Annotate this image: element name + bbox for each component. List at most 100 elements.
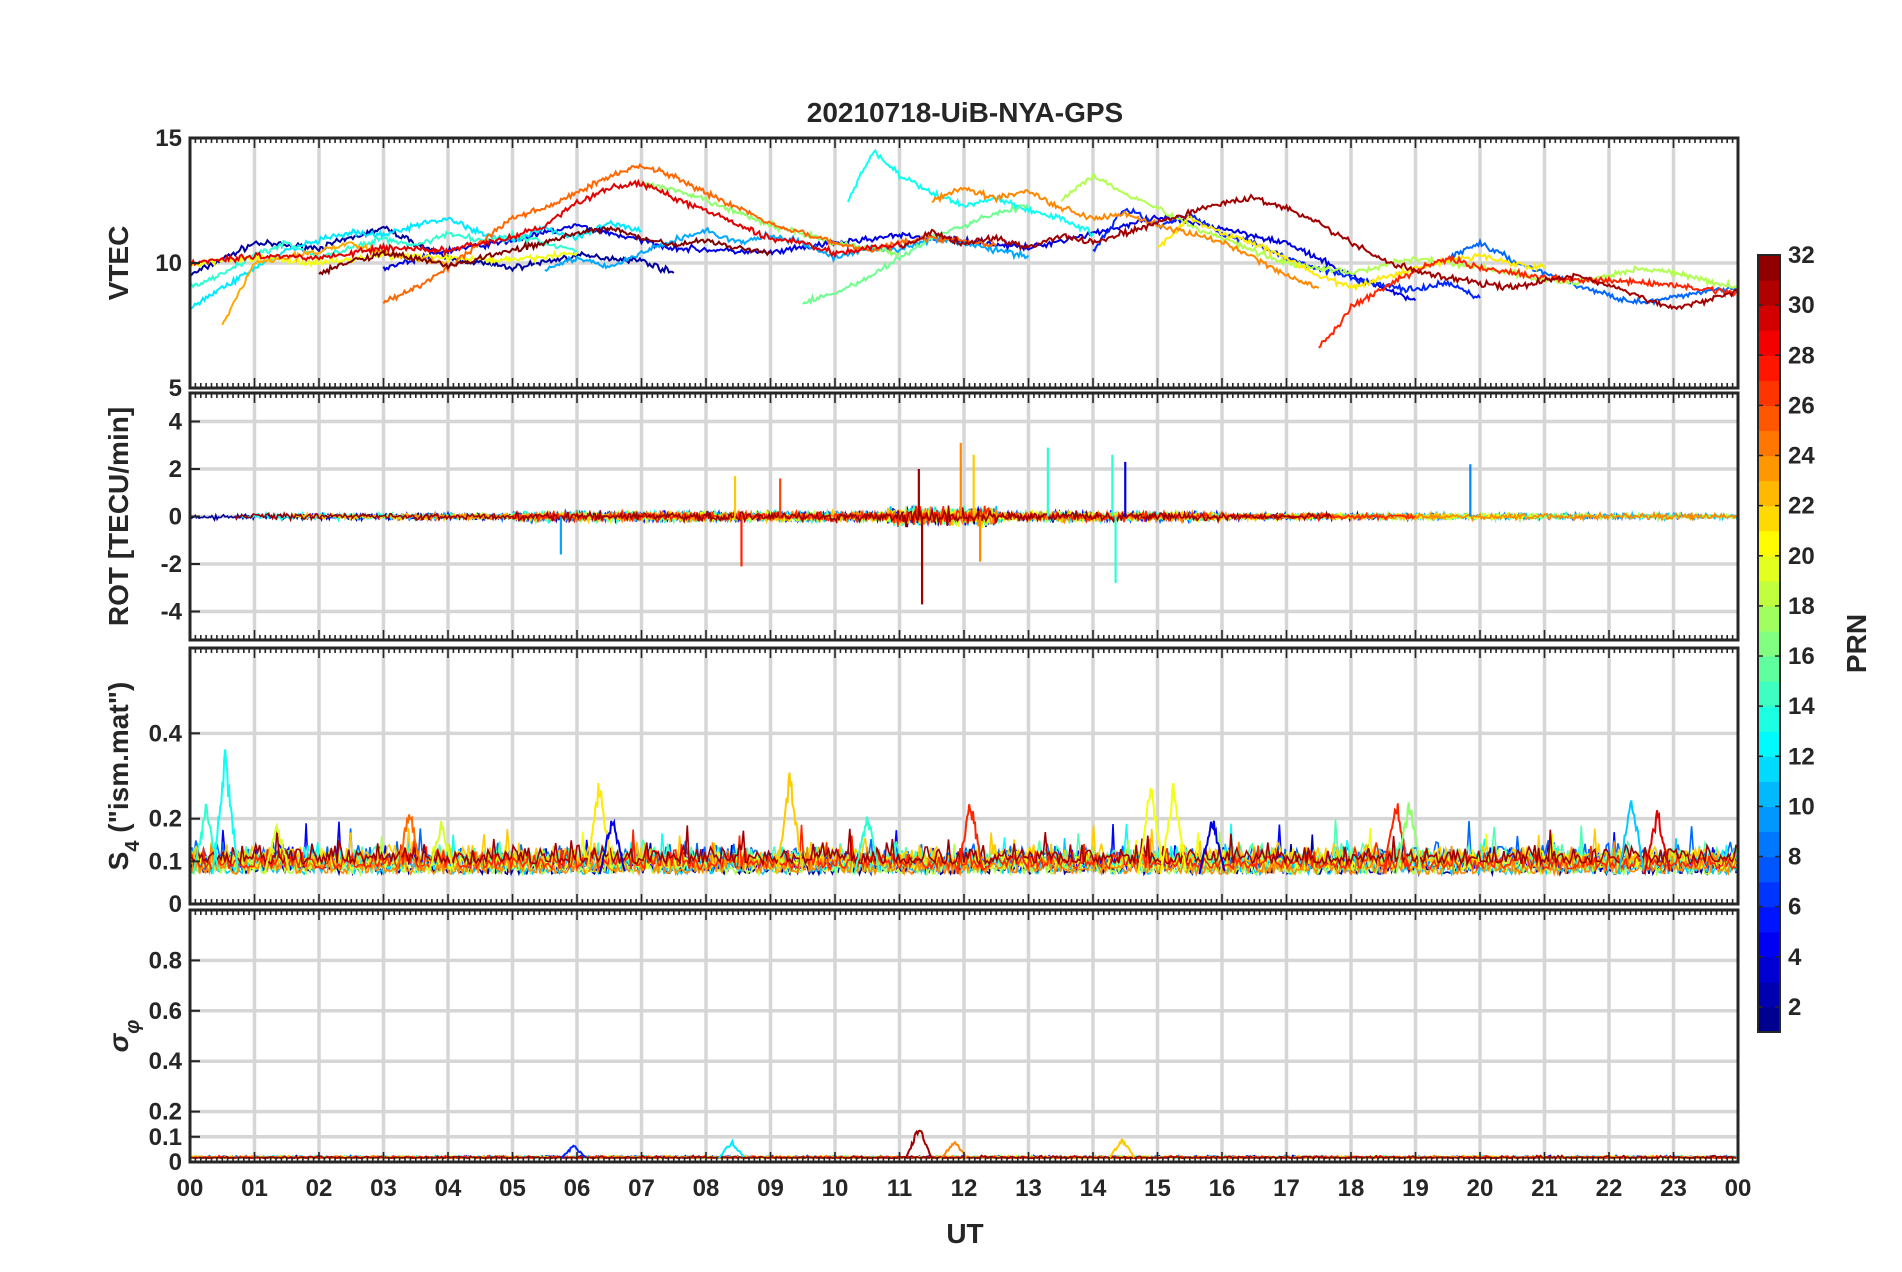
x-tick-label: 19 [1402,1175,1429,1202]
colorbar-frame [1757,254,1781,1033]
s4-peak-5 [427,820,455,875]
x-tick-label: 01 [241,1175,268,1202]
sigma-phi-peak-1 [905,1129,932,1159]
sigma-phi-peak-3 [1108,1138,1136,1159]
vtec-series-prn-16 [802,204,1029,306]
colorbar-tick-label: 4 [1788,944,1802,971]
y-tick-label: 10 [155,250,182,277]
s4-peak-3 [263,821,291,875]
chart-title: 20210718-UiB-NYA-GPS [807,97,1123,128]
s4-peak-7 [598,818,626,875]
x-tick-label: 15 [1144,1175,1171,1202]
x-tick-label: 04 [435,1175,462,1202]
s4-peak-2 [192,803,220,875]
y-tick-label: 0.1 [149,1124,182,1151]
x-tick-label: 18 [1338,1175,1365,1202]
panel-3: 0 0.1 0.2 0.4S4 ("ism.mat") [103,646,1740,918]
colorbar-swatch [1758,756,1780,782]
colorbar-tick-label: 6 [1788,894,1801,921]
x-tick-label: 00 [1725,1175,1752,1202]
colorbar-tick-label: 2 [1788,994,1801,1021]
s4-peak-1 [211,749,239,875]
x-tick-label: 14 [1080,1175,1107,1202]
s4-peak-15 [1395,802,1423,875]
colorbar-swatch [1758,605,1780,632]
colorbar-swatch [1758,580,1780,607]
panel-4: 00.10.2 0.4 0.6 0.8 σφ 00 01 02 03 04 05 06 07 08 09 10… [103,908,1752,1202]
colorbar-swatch [1758,355,1780,381]
x-tick-label: 10 [822,1175,849,1202]
colorbar-tick-label: 26 [1788,392,1815,419]
colorbar-tick-label: 22 [1788,493,1815,520]
panel-data [190,749,1737,878]
vtec-series-prn-27 [1318,254,1738,349]
colorbar-swatch [1758,681,1780,707]
colorbar-swatch [1758,430,1780,457]
colorbar-swatch [1758,806,1780,833]
colorbar-swatch [1758,505,1780,532]
y-tick-label: 0 [169,891,182,918]
vtec-series-prn-24 [931,186,1320,289]
x-tick-label: 08 [693,1175,720,1202]
y-tick-label: -4 [161,599,183,626]
y-tick-label: 5 [169,375,182,402]
colorbar-tick-label: 16 [1788,643,1815,670]
x-tick-label: 23 [1660,1175,1687,1202]
s4-peak-17 [1643,810,1671,875]
x-tick-label: 09 [757,1175,784,1202]
colorbar-swatch [1758,305,1780,331]
grid [190,910,1738,1162]
x-tick-label: 12 [951,1175,978,1202]
vtec-series-prn-31 [898,193,1738,311]
vtec-series-prn-21 [1156,214,1546,292]
colorbar-swatch [1758,530,1780,557]
y-tick-label: 0.6 [149,998,182,1025]
x-tick-label: 13 [1015,1175,1042,1202]
colorbar-swatch [1758,280,1780,306]
colorbar-swatch [1758,831,1780,858]
y-tick-label: 2 [169,456,182,483]
y-axis-title-4: σφ [103,1020,144,1053]
colorbar-swatch [1758,706,1780,732]
vtec-series-prn-29 [190,178,901,267]
sigma-phi-peak-2 [940,1140,968,1159]
s4-peak-4 [395,814,423,875]
colorbar-tick-label: 28 [1788,342,1815,369]
sigma-phi-peak-4 [718,1138,745,1159]
s4-peak-9 [853,816,881,875]
y-tick-label: -2 [161,551,182,578]
colorbar-swatch [1758,1006,1780,1033]
colorbar-swatch [1758,405,1780,432]
vtec-series-prn-32 [318,225,772,276]
panel-1: 5 10 15 VTEC [103,125,1740,402]
x-tick-label: 05 [499,1175,526,1202]
x-tick-label: 20 [1467,1175,1494,1202]
y-axis-title-2: ROT [TECU/min] [103,407,134,626]
y-tick-label: 0 [169,504,182,531]
colorbar-swatch [1758,480,1780,507]
ticks [189,910,1739,1163]
s4-peak-10 [956,804,984,875]
x-tick-label: 06 [564,1175,591,1202]
y-axis-title-3: S4 ("ism.mat") [103,682,144,871]
colorbar-swatch [1758,731,1780,757]
y-axis-title-1: VTEC [103,226,134,301]
colorbar-swatch [1758,330,1780,356]
vtec-series-prn-8 [1447,237,1738,306]
x-tick-label: 03 [370,1175,397,1202]
s4-peak-14 [1382,803,1410,875]
y-tick-label: 0.1 [149,848,182,875]
x-tick-label: 17 [1273,1175,1300,1202]
colorbar-tick-label: 18 [1788,593,1815,620]
y-tick-label: 0.4 [149,720,183,747]
x-tick-label: 07 [628,1175,655,1202]
y-tick-label: 0.2 [149,806,182,833]
colorbar-label: PRN [1841,614,1872,673]
y-tick-label: 15 [155,125,182,152]
s4-peak-13 [1198,820,1226,875]
x-tick-label: 00 [177,1175,204,1202]
vtec-series-prn-4 [382,213,1417,302]
y-tick-label: 0 [169,1149,182,1176]
